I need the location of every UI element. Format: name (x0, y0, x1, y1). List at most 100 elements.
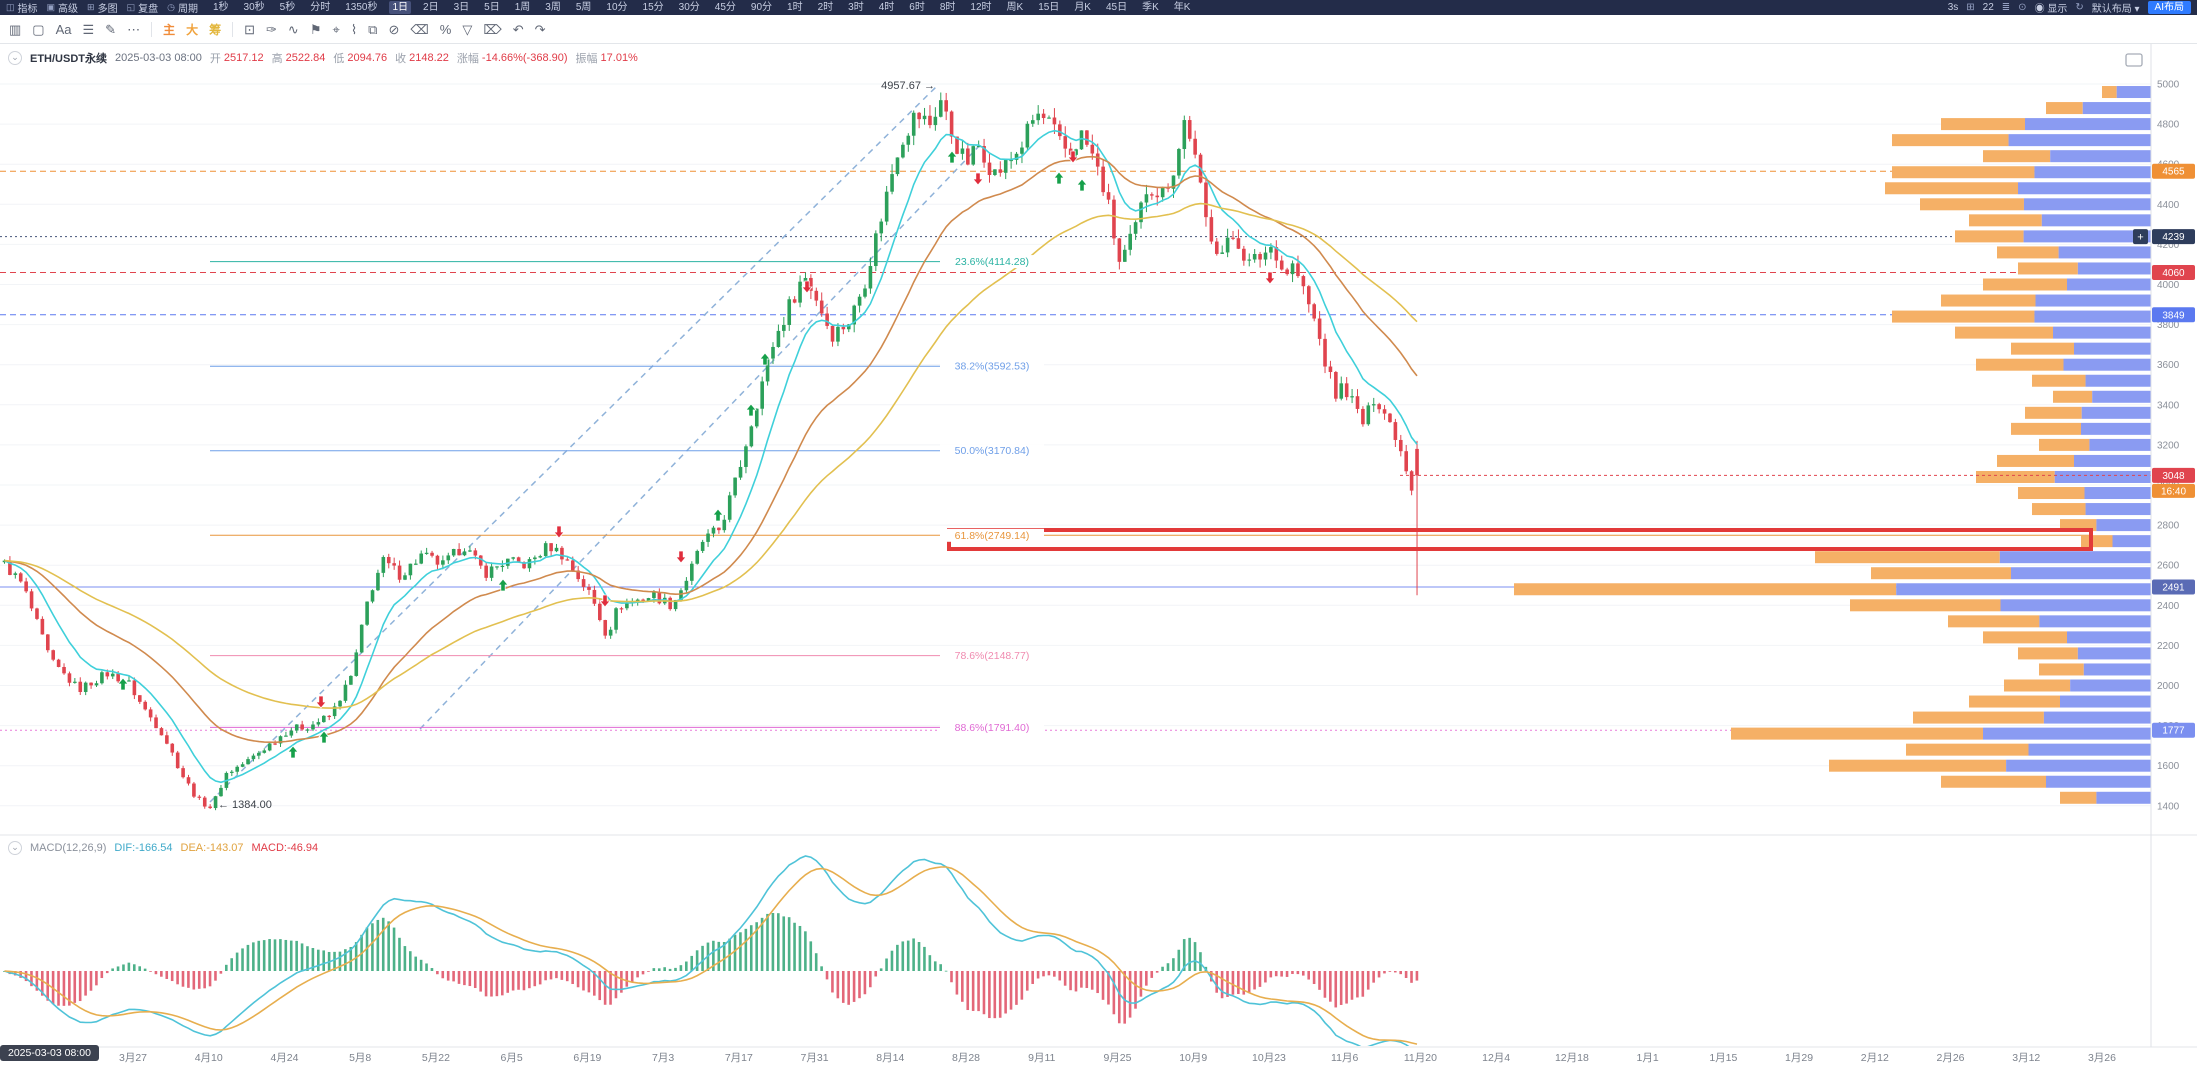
timeframe-30分[interactable]: 30分 (678, 2, 700, 13)
more-icon[interactable]: ⋯ (127, 21, 141, 37)
timeframe-1350秒[interactable]: 1350秒 (345, 2, 378, 13)
timeframe-2时[interactable]: 2时 (817, 2, 834, 13)
flag-icon[interactable]: ⚑ (309, 21, 322, 37)
date-tick: 2月12 (1861, 1052, 1889, 1064)
red-highlight-box[interactable] (947, 528, 2093, 551)
menu-item-3[interactable]: ⊞ 多图 (87, 2, 118, 15)
dashed-trendline[interactable] (209, 86, 937, 803)
timeframe-季K[interactable]: 季K (1142, 2, 1159, 13)
speed-setting[interactable]: 3s (1947, 2, 1959, 13)
chart-type-icon[interactable]: ▥ (9, 21, 22, 37)
timeframe-月K[interactable]: 月K (1074, 2, 1091, 13)
undo-icon[interactable]: ↶ (512, 21, 524, 37)
timeframe-90分[interactable]: 90分 (750, 2, 773, 13)
trash-icon[interactable]: ⌦ (483, 21, 502, 37)
timeframe-4时[interactable]: 4时 (878, 2, 895, 13)
timeframe-8时[interactable]: 8时 (939, 2, 956, 13)
collapse-chevron-icon[interactable]: ⌄ (8, 841, 22, 855)
timeframe-2日[interactable]: 2日 (423, 2, 439, 13)
high-label: 高 (271, 53, 283, 65)
display-toggle[interactable]: ◉ 显示 (2034, 4, 2068, 15)
macd-title[interactable]: MACD(12,26,9) (30, 842, 107, 854)
pencil-box-icon[interactable]: ⊡ (244, 21, 256, 37)
price-axis[interactable]: 1400160018002000220024002600280030003200… (2133, 80, 2195, 813)
funnel-icon[interactable]: ▽ (462, 21, 473, 37)
list-icon[interactable]: ☰ (82, 21, 95, 37)
price-tick: 2000 (2157, 681, 2180, 692)
menu-item-2[interactable]: ▣ 高级 (46, 2, 79, 15)
profile-bar-buy (1969, 214, 2042, 227)
crosshair-icon[interactable]: ⌖ (332, 21, 340, 37)
timeframe-30秒[interactable]: 30秒 (243, 2, 265, 13)
amplitude-label: 振幅 (575, 53, 598, 65)
timeframe-15分[interactable]: 15分 (642, 2, 664, 13)
timeframe-6时[interactable]: 6时 (909, 2, 925, 13)
profile-bar-sell (2018, 182, 2151, 195)
percent-icon[interactable]: % (439, 21, 452, 37)
add-alert-plus-button[interactable] (2133, 229, 2148, 245)
big-chart-button[interactable]: 大 (186, 22, 199, 37)
top-menu-bar: ◫ 指标 ▣ 高级 ⊞ 多图 ◱ 复盘 ◷ 周期 1秒 30秒 5秒 分时 1350秒 1日 2日 3日 5日 1周… (0, 0, 2197, 15)
refresh-icon[interactable]: ↻ (2075, 2, 2084, 13)
profile-bar-sell (2085, 503, 2151, 516)
timeframe-45日[interactable]: 45日 (1105, 2, 1128, 13)
timeframe-15日[interactable]: 15日 (1038, 2, 1060, 13)
timeframe-10分[interactable]: 10分 (606, 2, 628, 13)
timeframe-周K[interactable]: 周K (1006, 2, 1024, 13)
fibonacci-retracement[interactable] (210, 261, 2090, 728)
profile-bar-buy (2025, 406, 2082, 419)
symbol-name[interactable]: ETH/USDT永续 (30, 53, 107, 65)
timeframe-3周[interactable]: 3周 (545, 2, 561, 13)
collapse-chevron-icon[interactable]: ⌄ (8, 51, 22, 65)
svg-text:3048: 3048 (2162, 471, 2185, 482)
timeframe-5秒[interactable]: 5秒 (279, 2, 296, 13)
main-chart-button[interactable]: 主 (163, 22, 176, 37)
price-chart-canvas[interactable]: 23.6%(4114.28) 38.2%(3592.53) 50.0%(3170.8… (0, 44, 2197, 1069)
menu-item-1[interactable]: ◫ 指标 (6, 2, 38, 15)
timeframe-1日[interactable]: 1日 (389, 1, 412, 14)
indicator-count[interactable]: 22 (1982, 2, 1994, 13)
lock-icon[interactable]: ⊘ (388, 21, 400, 37)
timeframe-1周[interactable]: 1周 (514, 2, 531, 13)
ai-layout-button[interactable]: AI布局 (2147, 1, 2191, 14)
timeframe-12时[interactable]: 12时 (970, 2, 992, 13)
price-badge-4565 (2152, 163, 2195, 179)
wave-icon[interactable]: ∿ (287, 21, 299, 37)
profile-bar-buy (1829, 759, 2007, 772)
timeframe-1秒[interactable]: 1秒 (212, 2, 229, 13)
camera-icon[interactable]: ⊙ (2018, 2, 2027, 13)
text-tool-icon[interactable]: Aa (55, 21, 72, 37)
timeframe-5周[interactable]: 5周 (575, 2, 592, 13)
buy-arrow-icon (946, 150, 958, 164)
time-axis[interactable]: 3月27 4月10 4月24 5月8 5月22 6月5 6月19 7月3 7月17 7月31 8月1… (119, 1052, 2116, 1064)
dashed-trendline[interactable] (419, 143, 982, 730)
timeframe-5日[interactable]: 5日 (484, 2, 500, 13)
brush-icon[interactable]: ✑ (266, 21, 277, 37)
trendlines[interactable] (209, 86, 982, 803)
eraser-icon[interactable]: ⌫ (410, 21, 429, 37)
profile-bar-buy (1514, 583, 1897, 596)
timeframe-年K[interactable]: 年K (1173, 2, 1191, 13)
fullscreen-icon[interactable] (2125, 53, 2143, 67)
timeframe-3日[interactable]: 3日 (453, 2, 470, 13)
layout-select[interactable]: 默认布局 ▾ (2091, 4, 2140, 15)
chip-distribution-button[interactable]: 筹 (209, 22, 222, 37)
timeframe-分时[interactable]: 分时 (310, 2, 331, 13)
redo-icon[interactable]: ↷ (534, 21, 546, 37)
dif-value: DIF:-166.54 (114, 842, 173, 854)
panel-icon[interactable]: ▢ (32, 21, 45, 37)
magnet-icon[interactable]: ⌇ (350, 21, 358, 37)
draw-icon[interactable]: ✎ (105, 21, 117, 37)
grid-layout-icon[interactable]: ⊞ (1966, 2, 1975, 13)
menu-item-5[interactable]: ◷ 周期 (167, 2, 198, 15)
amplitude-value: 17.01% (600, 52, 638, 64)
fib-label-78.6%: 78.6%(2148.77) (955, 650, 1030, 662)
timeframe-3时[interactable]: 3时 (848, 2, 864, 13)
date-tick: 11月20 (1404, 1052, 1437, 1064)
profile-bar-buy (2053, 390, 2093, 403)
link-icon[interactable]: ⧉ (368, 21, 378, 37)
menu-item-4[interactable]: ◱ 复盘 (126, 2, 159, 15)
timeframe-45分[interactable]: 45分 (714, 2, 736, 13)
timeframe-1时[interactable]: 1时 (787, 2, 803, 13)
list-settings-icon[interactable]: ≣ (2001, 2, 2011, 13)
